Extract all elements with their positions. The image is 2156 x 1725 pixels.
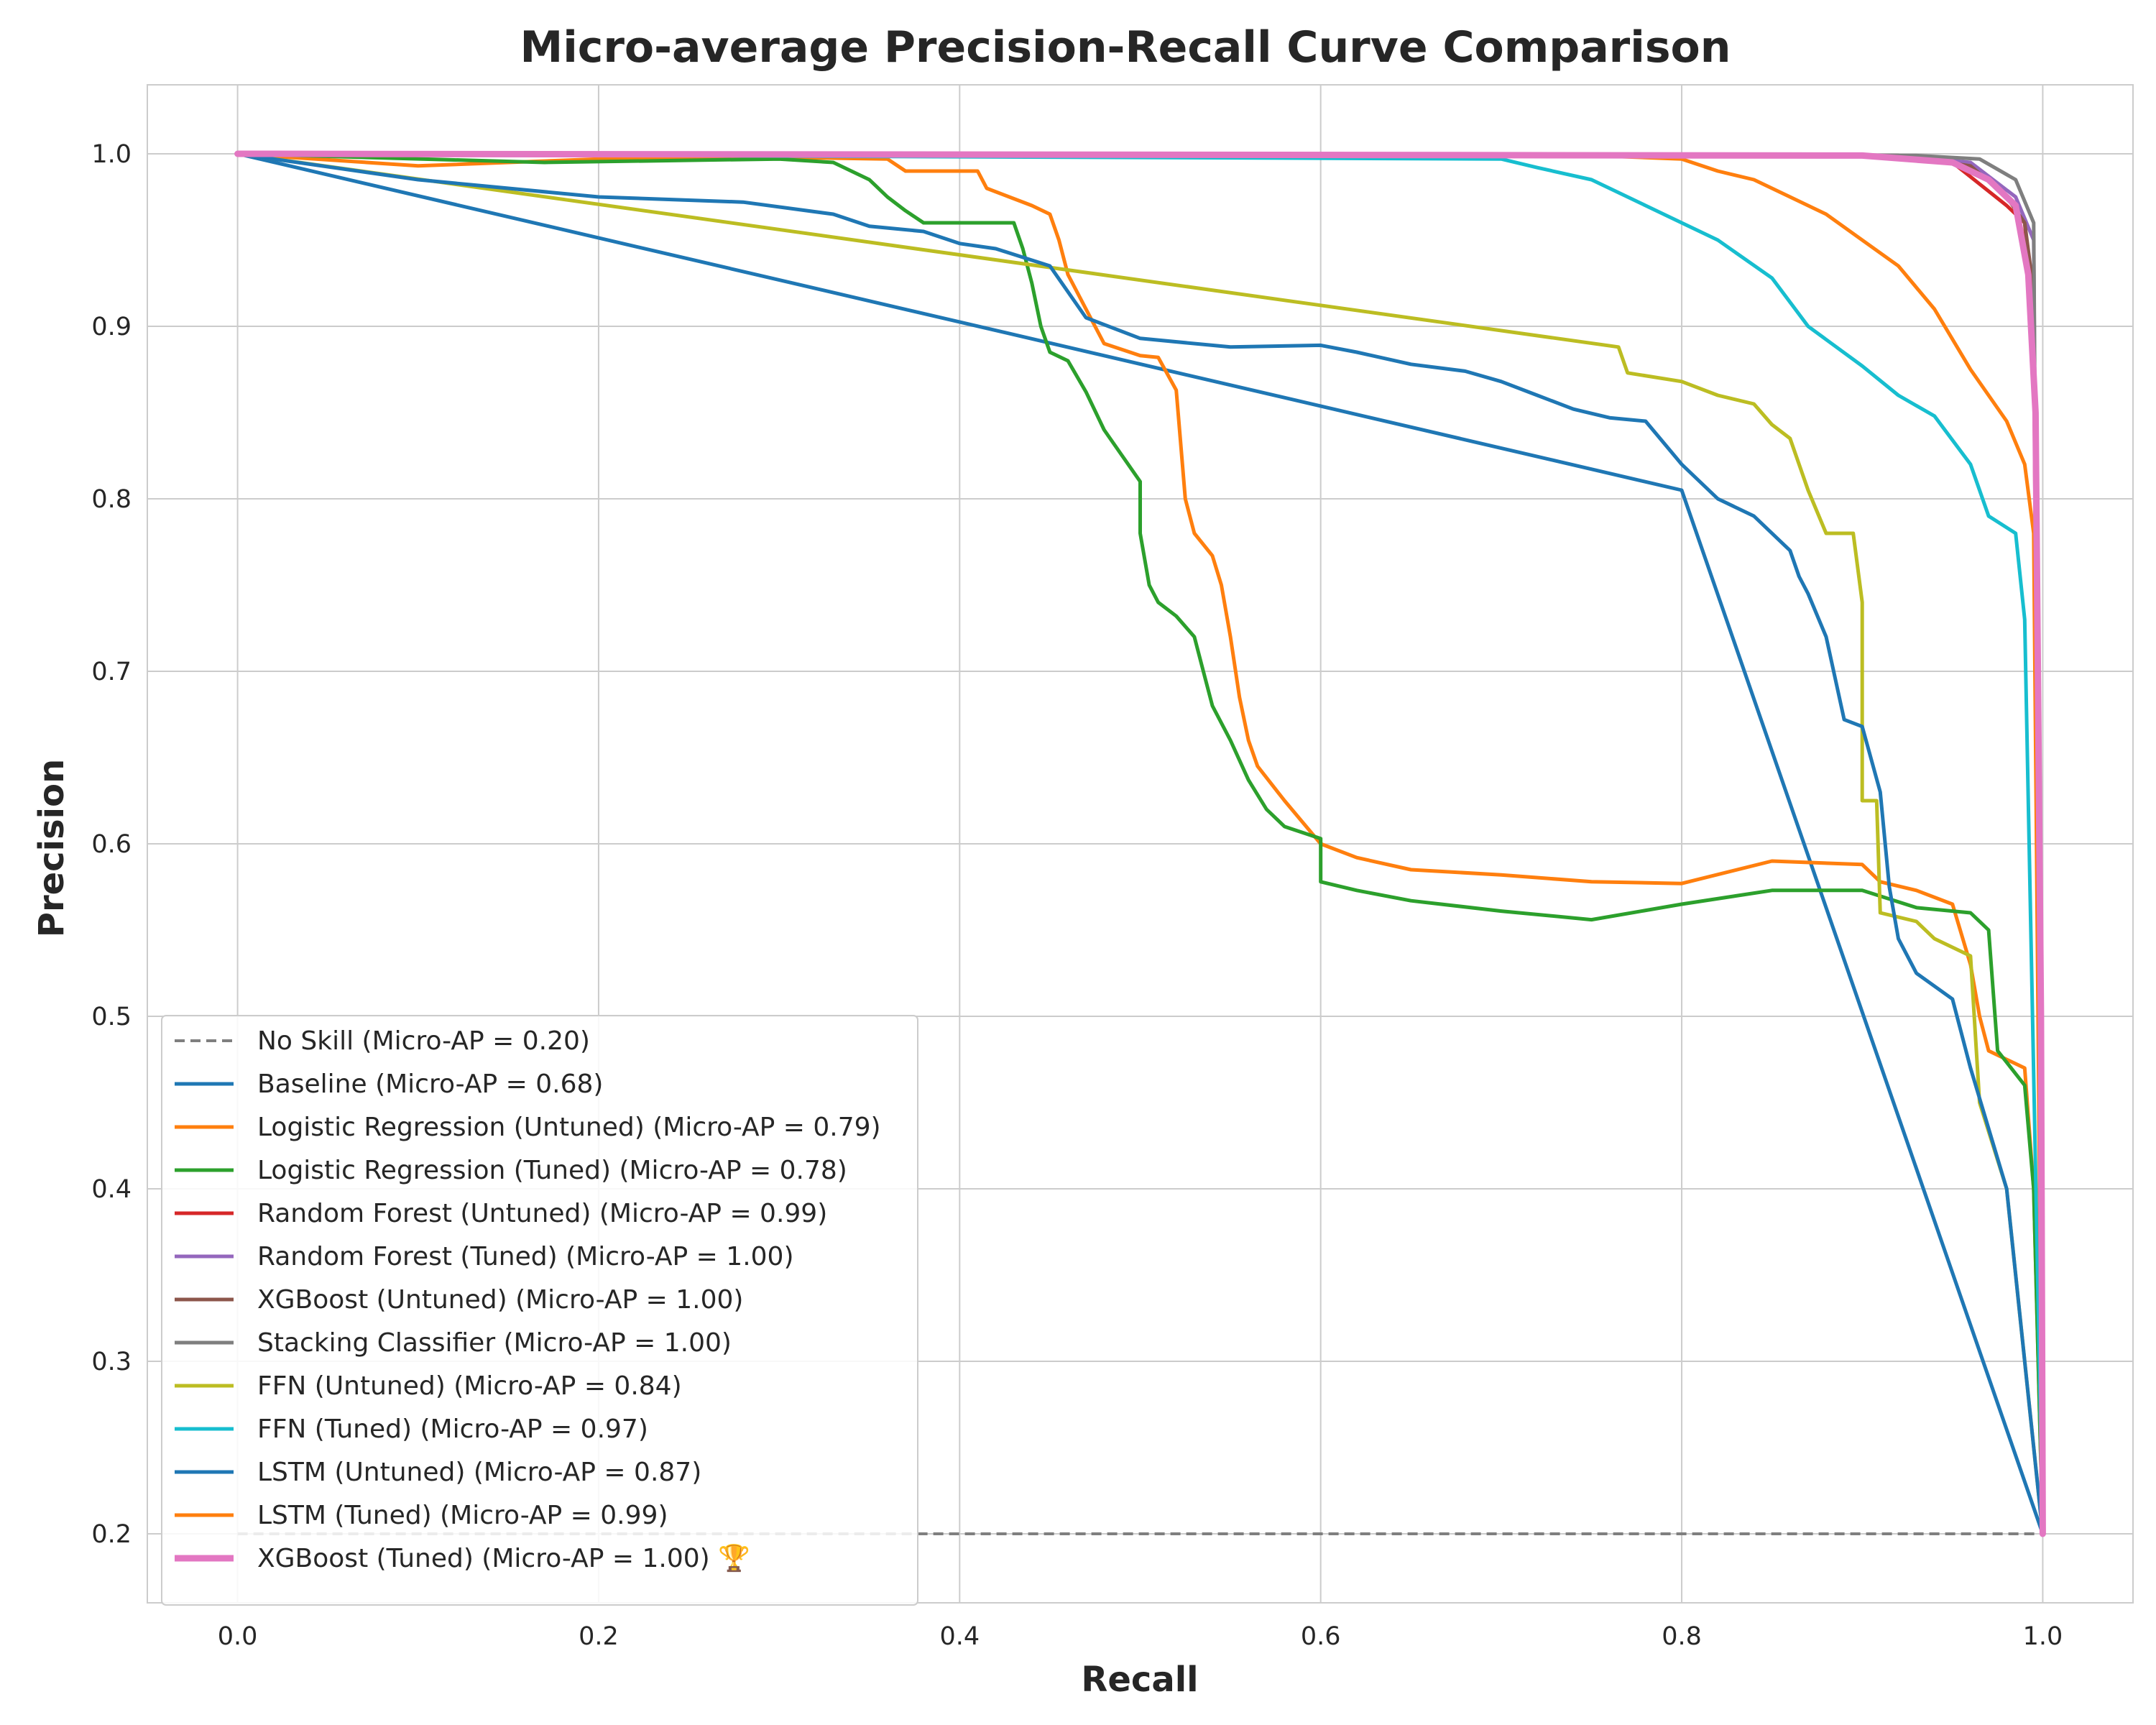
legend-entry-label: Baseline (Micro-AP = 0.68) — [257, 1070, 603, 1099]
series-line-2 — [236, 152, 2045, 1536]
y-tick-labels: 0.2 0.3 0.4 0.5 0.6 0.7 0.8 0.9 1.0 — [91, 140, 132, 1549]
legend-entry-label: LSTM (Tuned) (Micro-AP = 0.99) — [257, 1501, 668, 1530]
y-tick-label: 0.3 — [91, 1348, 132, 1376]
x-axis-label: Recall — [1081, 1660, 1198, 1700]
y-tick-label: 0.7 — [91, 658, 132, 686]
legend-entry-label: Stacking Classifier (Micro-AP = 1.00) — [257, 1328, 732, 1358]
legend-entry-label: XGBoost (Tuned) (Micro-AP = 1.00) 🏆 — [257, 1543, 750, 1573]
series-line-1 — [236, 152, 2045, 1536]
x-tick-label: 0.0 — [218, 1622, 258, 1651]
x-tick-label: 0.2 — [579, 1622, 619, 1651]
legend-entry-label: Logistic Regression (Tuned) (Micro-AP = … — [257, 1156, 847, 1185]
x-tick-label: 0.6 — [1301, 1622, 1341, 1651]
y-tick-label: 1.0 — [91, 140, 132, 169]
y-tick-label: 0.4 — [91, 1175, 132, 1204]
legend-entry-label: No Skill (Micro-AP = 0.20) — [257, 1026, 590, 1056]
x-tick-label: 1.0 — [2023, 1622, 2063, 1651]
y-tick-label: 0.8 — [91, 485, 132, 514]
legend-entry-label: FFN (Untuned) (Micro-AP = 0.84) — [257, 1371, 682, 1401]
legend-entry-label: Logistic Regression (Untuned) (Micro-AP … — [257, 1113, 881, 1142]
series-line-12 — [234, 150, 2046, 1537]
chart-title: Micro-average Precision-Recall Curve Com… — [520, 22, 1731, 73]
y-tick-label: 0.9 — [91, 313, 132, 341]
series-layer — [234, 150, 2046, 1537]
legend-entry-label: Random Forest (Untuned) (Micro-AP = 0.99… — [257, 1199, 827, 1228]
y-axis-label: Precision — [32, 759, 72, 937]
series-line-8 — [236, 152, 2045, 1536]
legend: No Skill (Micro-AP = 0.20) Baseline (Micr… — [161, 1015, 918, 1606]
series-line-10 — [236, 152, 2045, 1536]
x-tick-labels: 0.0 0.2 0.4 0.6 0.8 1.0 — [218, 1622, 2063, 1651]
legend-entry-label: FFN (Tuned) (Micro-AP = 0.97) — [257, 1414, 648, 1444]
series-line-3 — [236, 152, 2045, 1536]
legend-entry-label: XGBoost (Untuned) (Micro-AP = 1.00) — [257, 1285, 743, 1315]
y-tick-label: 0.6 — [91, 830, 132, 859]
y-tick-label: 0.2 — [91, 1520, 132, 1549]
x-tick-label: 0.8 — [1662, 1622, 1702, 1651]
legend-entry-label: LSTM (Untuned) (Micro-AP = 0.87) — [257, 1458, 701, 1487]
series-line-11 — [236, 152, 2045, 1536]
plot-frame — [147, 84, 2134, 1604]
x-tick-label: 0.4 — [939, 1622, 980, 1651]
y-tick-label: 0.5 — [91, 1003, 132, 1031]
legend-box — [161, 1015, 918, 1606]
series-line-9 — [236, 152, 2045, 1536]
legend-entry-label: Random Forest (Tuned) (Micro-AP = 1.00) — [257, 1242, 794, 1271]
